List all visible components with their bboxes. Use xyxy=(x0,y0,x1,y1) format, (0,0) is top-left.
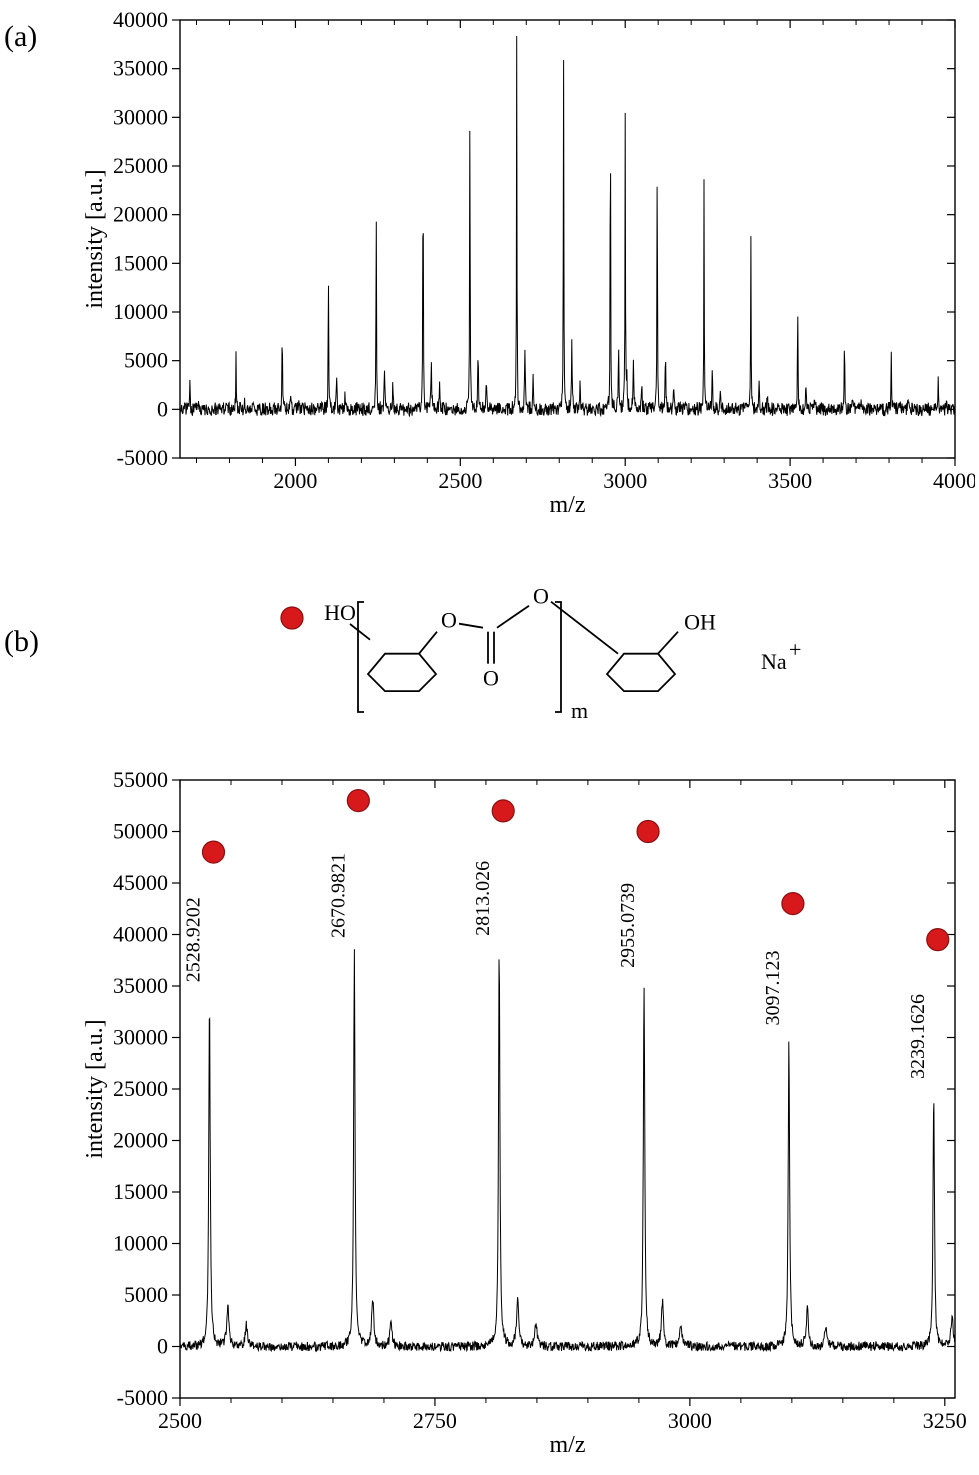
peak-marker-dot xyxy=(347,790,369,812)
molecule-legend: HO O O Om OH Na+ xyxy=(250,580,890,740)
svg-text:2750: 2750 xyxy=(413,1408,457,1433)
svg-text:O: O xyxy=(533,584,549,609)
svg-text:15000: 15000 xyxy=(113,250,168,275)
svg-text:25000: 25000 xyxy=(113,153,168,178)
mol-ho: HO xyxy=(324,600,356,625)
svg-text:55000: 55000 xyxy=(113,767,168,792)
svg-text:15000: 15000 xyxy=(113,1179,168,1204)
legend-marker-dot xyxy=(281,607,303,629)
peak-marker-dot xyxy=(927,929,949,951)
svg-text:O: O xyxy=(441,608,457,633)
svg-text:intensity [a.u.]: intensity [a.u.] xyxy=(82,1019,108,1158)
chart-b: 2500 2750 3000 3250 -5000 0 5000 10000 15000 2000… xyxy=(70,760,975,1460)
peak-mz-label: 3239.1626 xyxy=(907,994,929,1079)
svg-text:2500: 2500 xyxy=(438,468,482,493)
mol-adduct: Na xyxy=(761,649,787,674)
peak-marker-dot xyxy=(637,821,659,843)
svg-text:5000: 5000 xyxy=(124,348,168,373)
svg-text:2000: 2000 xyxy=(273,468,317,493)
svg-text:30000: 30000 xyxy=(113,1025,168,1050)
svg-text:3000: 3000 xyxy=(668,1408,712,1433)
peak-mz-label: 3097.123 xyxy=(762,951,784,1026)
panel-b-label: (b) xyxy=(4,625,39,659)
svg-text:40000: 40000 xyxy=(113,922,168,947)
svg-text:40000: 40000 xyxy=(113,7,168,32)
svg-text:+: + xyxy=(789,637,801,662)
mol-oh: OH xyxy=(684,610,716,635)
svg-text:m/z: m/z xyxy=(550,492,586,518)
peak-marker-dot xyxy=(492,800,514,822)
svg-text:3500: 3500 xyxy=(768,468,812,493)
peak-mz-label: 2670.9821 xyxy=(327,853,349,938)
panel-a-label: (a) xyxy=(4,20,37,54)
svg-text:3250: 3250 xyxy=(923,1408,967,1433)
peak-mz-label: 2528.9202 xyxy=(182,897,204,982)
svg-text:35000: 35000 xyxy=(113,56,168,81)
svg-text:20000: 20000 xyxy=(113,202,168,227)
svg-text:3000: 3000 xyxy=(603,468,647,493)
svg-text:intensity [a.u.]: intensity [a.u.] xyxy=(82,169,108,308)
chart-a: 2000 2500 3000 3500 4000 -5000 0 5000 10000 15000… xyxy=(70,0,975,520)
svg-text:5000: 5000 xyxy=(124,1282,168,1307)
svg-text:m/z: m/z xyxy=(550,1432,586,1458)
svg-text:4000: 4000 xyxy=(933,468,975,493)
figure-root: (a) 2000 2500 3000 3500 4000 -5000 0 5000 10000 1… xyxy=(0,0,979,1475)
svg-text:O: O xyxy=(483,666,499,691)
svg-text:20000: 20000 xyxy=(113,1128,168,1153)
svg-text:-5000: -5000 xyxy=(117,445,168,470)
svg-text:50000: 50000 xyxy=(113,819,168,844)
svg-text:25000: 25000 xyxy=(113,1076,168,1101)
svg-text:0: 0 xyxy=(157,396,168,421)
svg-text:10000: 10000 xyxy=(113,299,168,324)
svg-text:0: 0 xyxy=(157,1334,168,1359)
svg-text:30000: 30000 xyxy=(113,104,168,129)
svg-text:10000: 10000 xyxy=(113,1231,168,1256)
mol-repeat-sub: m xyxy=(571,698,588,723)
svg-text:35000: 35000 xyxy=(113,973,168,998)
peak-marker-dot xyxy=(202,841,224,863)
peak-marker-dot xyxy=(782,893,804,915)
svg-text:2500: 2500 xyxy=(158,1408,202,1433)
svg-text:-5000: -5000 xyxy=(117,1385,168,1410)
peak-mz-label: 2813.026 xyxy=(472,861,494,936)
peak-mz-label: 2955.0739 xyxy=(617,883,639,968)
svg-text:45000: 45000 xyxy=(113,870,168,895)
